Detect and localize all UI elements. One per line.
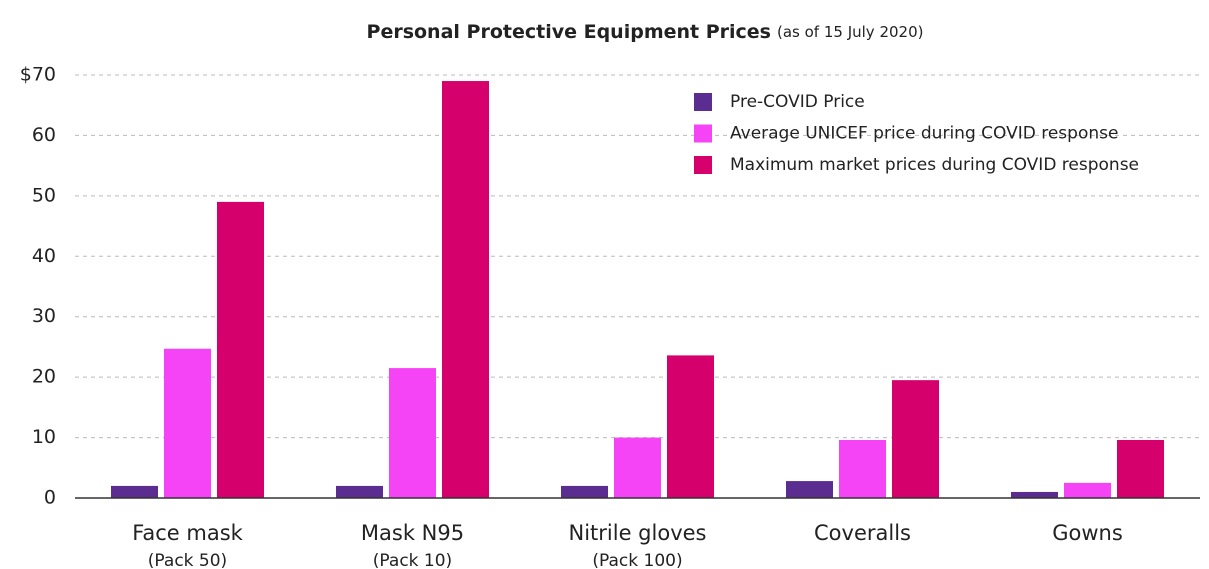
y-tick-label: $70	[20, 64, 56, 86]
legend-label: Average UNICEF price during COVID respon…	[730, 124, 1118, 144]
x-tick-label: Mask N95	[361, 521, 464, 545]
x-tick-sublabel: (Pack 10)	[373, 551, 452, 569]
y-tick-label: 60	[32, 124, 56, 146]
x-tick-label: Gowns	[1052, 521, 1123, 545]
bar	[164, 348, 211, 498]
bar	[389, 368, 436, 498]
y-tick-label: 0	[44, 487, 56, 509]
bar	[442, 81, 489, 499]
x-tick-sublabel: (Pack 100)	[592, 551, 682, 569]
legend-label: Pre-COVID Price	[730, 92, 865, 112]
bar	[561, 485, 608, 498]
bar	[839, 439, 886, 498]
bar	[614, 437, 661, 498]
y-tick-label: 10	[32, 426, 56, 448]
bar	[336, 485, 383, 498]
bar	[1011, 491, 1058, 498]
legend-swatch	[694, 156, 712, 174]
x-tick-sublabel: (Pack 50)	[148, 551, 227, 569]
chart-title: Personal Protective Equipment Prices	[367, 21, 771, 43]
y-tick-label: 50	[32, 184, 56, 206]
chart-title-group: Personal Protective Equipment Prices (as …	[367, 21, 924, 43]
x-tick-label: Coveralls	[814, 521, 911, 545]
bar	[111, 485, 158, 498]
y-tick-label: 30	[32, 305, 56, 327]
y-tick-label: 40	[32, 245, 56, 267]
bar	[667, 355, 714, 498]
legend-label: Maximum market prices during COVID respo…	[730, 155, 1139, 175]
chart-subtitle: (as of 15 July 2020)	[777, 23, 923, 41]
bar	[1064, 482, 1111, 498]
bar	[786, 481, 833, 498]
bar	[892, 380, 939, 498]
y-tick-label: 20	[32, 366, 56, 388]
legend-swatch	[694, 124, 712, 143]
legend-swatch	[694, 93, 712, 111]
x-tick-label: Nitrile gloves	[569, 521, 707, 545]
bar	[217, 201, 264, 498]
bar	[1117, 439, 1164, 498]
x-tick-label: Face mask	[132, 521, 243, 545]
